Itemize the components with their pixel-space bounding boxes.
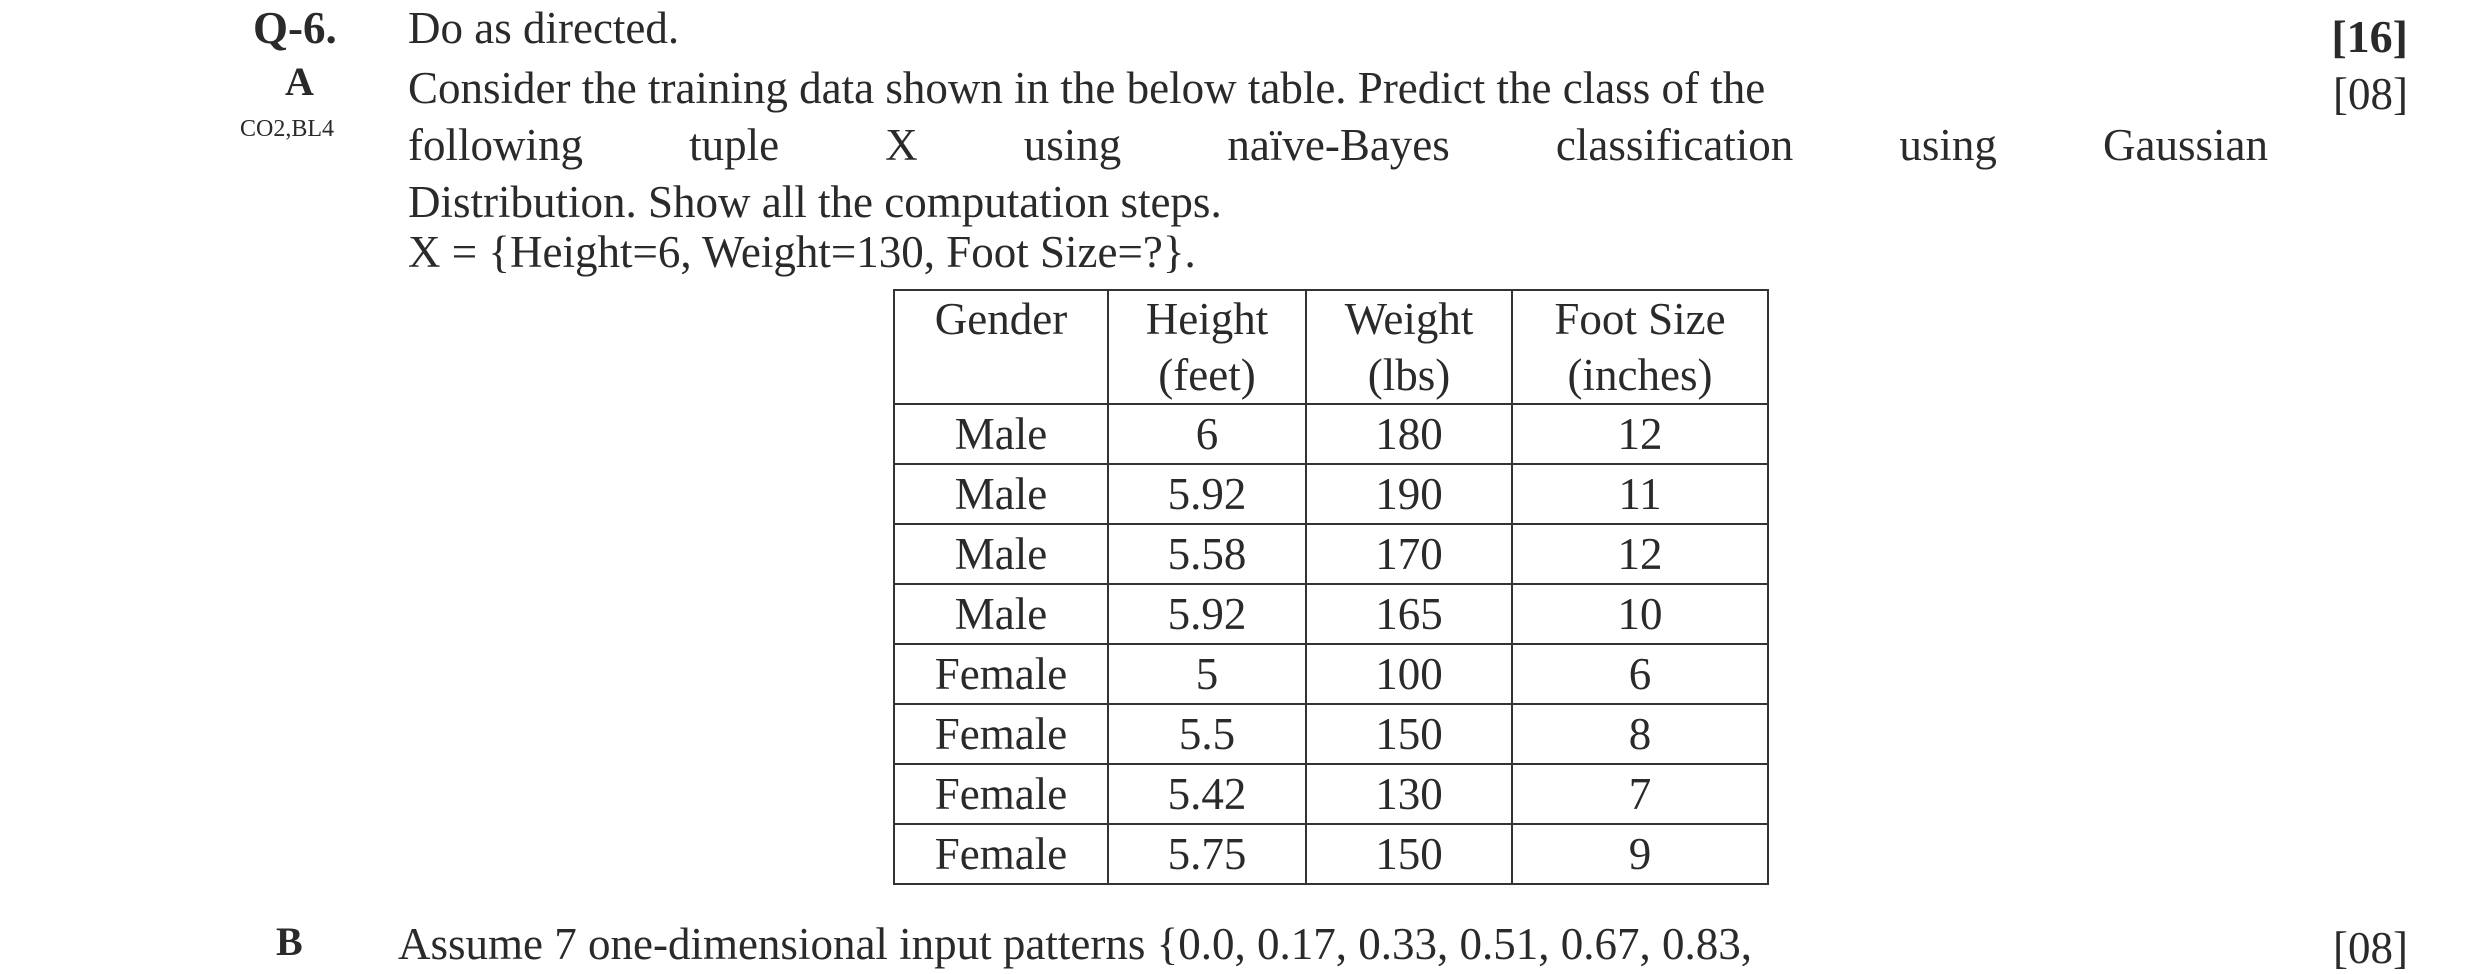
- part-a-tuple: X = {Height=6, Weight=130, Foot Size=?}.: [408, 227, 1196, 277]
- part-a-label: A: [285, 59, 314, 104]
- header-height: Height (feet): [1107, 289, 1307, 405]
- cell-foot-size: 6: [1511, 643, 1769, 705]
- part-b-text: Assume 7 one-dimensional input patterns …: [398, 919, 1752, 969]
- cell-height: 5.42: [1107, 763, 1307, 825]
- cell-foot-size: 7: [1511, 763, 1769, 825]
- table-row: Male 6 180 12: [893, 403, 1769, 465]
- cell-weight: 150: [1305, 823, 1513, 885]
- cell-gender: Male: [893, 523, 1109, 585]
- table-row: Male 5.92 165 10: [893, 583, 1769, 645]
- cell-gender: Male: [893, 463, 1109, 525]
- header-gender: Gender: [893, 289, 1109, 405]
- part-a-outcome: CO2,BL4: [240, 116, 335, 142]
- cell-weight: 165: [1305, 583, 1513, 645]
- cell-gender: Male: [893, 403, 1109, 465]
- part-b-marks: [08]: [2333, 923, 2408, 973]
- table-row: Female 5.75 150 9: [893, 823, 1769, 885]
- cell-foot-size: 9: [1511, 823, 1769, 885]
- cell-gender: Female: [893, 643, 1109, 705]
- table-row: Female 5.42 130 7: [893, 763, 1769, 825]
- cell-foot-size: 12: [1511, 403, 1769, 465]
- cell-foot-size: 11: [1511, 463, 1769, 525]
- header-foot-size: Foot Size (inches): [1511, 289, 1769, 405]
- question-title: Do as directed.: [408, 3, 680, 53]
- table-row: Female 5.5 150 8: [893, 703, 1769, 765]
- table-row: Male 5.58 170 12: [893, 523, 1769, 585]
- cell-height: 5.58: [1107, 523, 1307, 585]
- cell-weight: 100: [1305, 643, 1513, 705]
- table-row: Female 5 100 6: [893, 643, 1769, 705]
- cell-gender: Female: [893, 763, 1109, 825]
- cell-height: 5.75: [1107, 823, 1307, 885]
- cell-height: 5.92: [1107, 463, 1307, 525]
- part-a-line-1: Consider the training data shown in the …: [408, 63, 1766, 113]
- cell-weight: 180: [1305, 403, 1513, 465]
- cell-height: 5: [1107, 643, 1307, 705]
- training-data-table: Gender Height (feet) Weight (lbs) Foot Siz…: [893, 289, 1769, 885]
- cell-foot-size: 12: [1511, 523, 1769, 585]
- cell-height: 6: [1107, 403, 1307, 465]
- table-row: Male 5.92 190 11: [893, 463, 1769, 525]
- cell-height: 5.5: [1107, 703, 1307, 765]
- cell-foot-size: 10: [1511, 583, 1769, 645]
- part-a-text: Consider the training data shown in the …: [408, 60, 2268, 231]
- cell-gender: Female: [893, 703, 1109, 765]
- cell-weight: 130: [1305, 763, 1513, 825]
- cell-gender: Female: [893, 823, 1109, 885]
- part-a-line-3: Distribution. Show all the computation s…: [408, 177, 1222, 227]
- cell-height: 5.92: [1107, 583, 1307, 645]
- cell-weight: 190: [1305, 463, 1513, 525]
- part-a-marks: [08]: [2333, 69, 2408, 119]
- part-b-label: B: [276, 919, 303, 964]
- header-weight: Weight (lbs): [1305, 289, 1513, 405]
- part-a-line-2: following tuple X using naïve-Bayes clas…: [408, 120, 2268, 170]
- question-number: Q-6.: [253, 3, 337, 53]
- cell-weight: 150: [1305, 703, 1513, 765]
- question-marks: [16]: [2331, 11, 2408, 62]
- cell-gender: Male: [893, 583, 1109, 645]
- cell-foot-size: 8: [1511, 703, 1769, 765]
- table-header-row: Gender Height (feet) Weight (lbs) Foot Siz…: [893, 289, 1769, 405]
- cell-weight: 170: [1305, 523, 1513, 585]
